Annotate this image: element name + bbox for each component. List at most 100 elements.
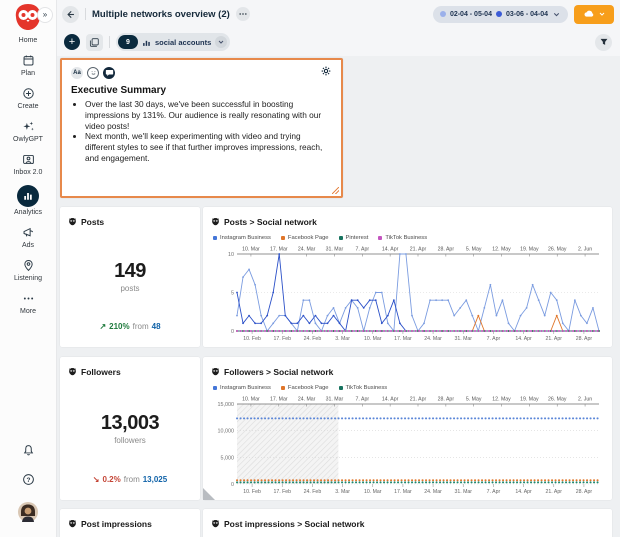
social-accounts-selector[interactable]: 9 social accounts (116, 33, 231, 51)
posts-unit: posts (120, 284, 140, 293)
legend-swatch (213, 236, 217, 240)
resize-handle[interactable] (203, 488, 215, 500)
report-toolbar: + 9 social accounts (56, 28, 620, 57)
posts-line-chart[interactable]: 0 5 10 10. Mar 17. Mar 24. Mar 31. Mar 7. Apr 14… (211, 241, 604, 342)
svg-text:31. Mar: 31. Mar (454, 336, 472, 342)
sidebar-item-listening[interactable]: Listening (0, 254, 56, 287)
from-label: from (123, 475, 140, 484)
back-button[interactable] (62, 5, 79, 23)
from-label: from (132, 322, 149, 331)
legend-swatch (338, 236, 343, 240)
owly-icon (68, 213, 77, 231)
sidebar-item-label: Listening (13, 275, 43, 282)
comment-icon[interactable] (103, 66, 115, 79)
legend-item-facebook-page[interactable]: Facebook Page (280, 235, 329, 241)
sidebar-item-ads[interactable]: Ads (0, 221, 56, 254)
card-title: Followers (81, 367, 121, 377)
svg-text:2. Jun: 2. Jun (578, 247, 592, 253)
posts-chart-card[interactable]: Posts > Social network Instagram Busines… (203, 207, 612, 347)
owly-icon (68, 363, 77, 381)
legend-item-tiktok-business[interactable]: TikTok Business (378, 235, 427, 241)
notifications-bell-icon[interactable] (22, 444, 35, 462)
svg-text:17. Feb: 17. Feb (273, 489, 291, 495)
followers-chart-card[interactable]: Followers > Social network Instagram Bus… (203, 357, 612, 500)
duplicate-report-button[interactable] (86, 33, 103, 51)
svg-text:10. Feb: 10. Feb (243, 489, 261, 495)
legend-label: Facebook Page (287, 385, 329, 391)
hootsuite-logo[interactable] (13, 2, 43, 32)
export-button[interactable] (574, 4, 614, 24)
legend-label: Pinterest (345, 235, 369, 241)
sidebar-item-label: Create (17, 103, 39, 110)
followers-unit: followers (114, 435, 146, 445)
emoji-icon[interactable] (87, 66, 99, 79)
svg-text:31. Mar: 31. Mar (326, 397, 344, 403)
post-impressions-chart-card[interactable]: Post impressions > Social network (203, 509, 612, 537)
resize-handle[interactable] (332, 187, 339, 194)
sidebar-item-more[interactable]: More (0, 287, 56, 320)
primary-range-dot (439, 11, 446, 17)
svg-text:10. Mar: 10. Mar (242, 397, 260, 403)
svg-text:10. Mar: 10. Mar (364, 336, 382, 342)
svg-text:12. May: 12. May (492, 247, 511, 253)
row-post-impressions: Post impressions Post impressions > Soci… (60, 509, 612, 537)
svg-text:21. Apr: 21. Apr (546, 489, 563, 495)
sidebar-item-label: Plan (20, 70, 35, 77)
sidebar: Home Plan Create OwlyGPT Inbox 2.0 Analytics A… (0, 0, 57, 537)
followers-line-chart[interactable]: 0 5,000 10,000 15,000 10. Mar 17. Mar 24. Mar 3… (211, 391, 604, 495)
svg-text:19. May: 19. May (520, 247, 539, 253)
svg-text:17. Feb: 17. Feb (273, 336, 291, 342)
text-style-icon[interactable]: Aa (71, 66, 83, 79)
comparison-range-label: 03-06 - 04-04 (505, 10, 548, 18)
svg-text:?: ? (26, 477, 30, 484)
sidebar-item-inbox-2-0[interactable]: Inbox 2.0 (0, 148, 56, 181)
legend-label: TikTok Business (385, 235, 428, 241)
svg-text:10. Feb: 10. Feb (243, 336, 261, 342)
svg-text:28. Apr: 28. Apr (576, 489, 593, 495)
legend-item-instagram-business[interactable]: Instagram Business (213, 235, 271, 241)
followers-metric-card[interactable]: Followers 13,003 followers ↘ 0.2% from 1… (60, 357, 200, 500)
summary-toolbar: Aa (71, 65, 332, 80)
add-tile-button[interactable]: + (64, 34, 80, 50)
user-avatar[interactable] (18, 502, 38, 527)
sidebar-item-label: OwlyGPT (13, 136, 43, 143)
followers-previous-value-link[interactable]: 13,025 (142, 475, 168, 484)
sidebar-item-analytics[interactable]: Analytics (0, 181, 56, 221)
divider (109, 36, 110, 48)
card-title: Posts > Social network (224, 217, 317, 227)
sidebar-expand-button[interactable]: » (37, 7, 53, 23)
help-icon[interactable]: ? (22, 473, 35, 491)
sidebar-item-home[interactable]: Home (0, 33, 56, 49)
sidebar-item-plan[interactable]: Plan (0, 49, 56, 82)
chevron-down-icon (553, 12, 560, 16)
sidebar-item-label: Analytics (13, 209, 42, 216)
svg-text:17. Mar: 17. Mar (270, 397, 288, 403)
page-title: Multiple networks overview (2) (92, 8, 230, 20)
sidebar-item-create[interactable]: Create (0, 82, 56, 115)
svg-text:0: 0 (231, 482, 234, 488)
posts-previous-value-link[interactable]: 48 (151, 322, 161, 331)
svg-text:10,000: 10,000 (218, 429, 235, 435)
svg-text:10: 10 (228, 252, 234, 258)
legend-item-tiktok-business[interactable]: TikTok Business (338, 385, 387, 391)
posts-metric-card[interactable]: Posts 149 posts ↗ 210% from 48 (60, 207, 200, 347)
report-options-button[interactable] (235, 7, 250, 21)
executive-summary-card[interactable]: Aa Executive Summary Over the last 30 da… (60, 58, 343, 198)
svg-text:15,000: 15,000 (218, 402, 235, 408)
primary-range-label: 02-04 - 05-04 (449, 10, 492, 18)
bar-chart-icon (143, 40, 150, 46)
owly-icon (211, 213, 220, 231)
legend-item-instagram-business[interactable]: Instagram Business (213, 385, 271, 391)
post-impressions-metric-card[interactable]: Post impressions (60, 509, 200, 537)
svg-text:24. Mar: 24. Mar (424, 336, 442, 342)
filter-button[interactable] (595, 33, 612, 51)
legend-item-facebook-page[interactable]: Facebook Page (280, 385, 329, 391)
row-followers: Followers 13,003 followers ↘ 0.2% from 1… (60, 357, 612, 500)
create-icon (22, 86, 35, 101)
settings-gear-icon[interactable] (320, 65, 332, 80)
date-range-selector[interactable]: 02-04 - 05-04 03-06 - 04-04 (432, 5, 568, 23)
legend-item-pinterest[interactable]: Pinterest (338, 235, 369, 241)
legend-swatch (378, 236, 383, 240)
sidebar-item-owlygpt[interactable]: OwlyGPT (0, 115, 56, 148)
